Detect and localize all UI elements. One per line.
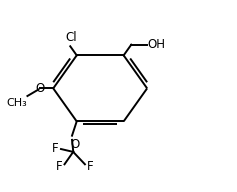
Text: Cl: Cl	[65, 31, 77, 44]
Text: F: F	[52, 142, 59, 155]
Text: CH₃: CH₃	[6, 98, 27, 108]
Text: OH: OH	[148, 38, 166, 51]
Text: F: F	[87, 160, 93, 173]
Text: O: O	[36, 82, 45, 95]
Text: F: F	[56, 160, 63, 173]
Text: O: O	[70, 138, 79, 151]
